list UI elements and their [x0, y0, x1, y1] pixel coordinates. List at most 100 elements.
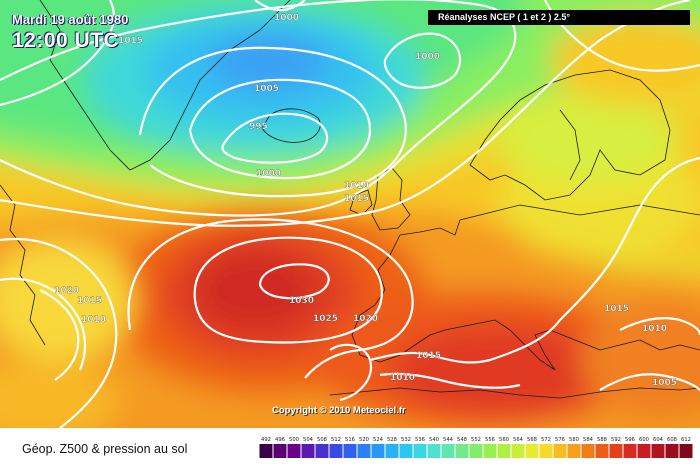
scale-swatch — [385, 444, 399, 458]
scale-swatch — [511, 444, 525, 458]
scale-swatch — [483, 444, 497, 458]
scale-tick-label: 548 — [457, 437, 467, 443]
isobar-label: 1020 — [54, 286, 79, 296]
color-scale: 492 496 500 504 508 512 516 520 524 528 532 536 540 5… — [259, 437, 693, 458]
scale-swatch — [357, 444, 371, 458]
scale-tick-label: 572 — [541, 437, 551, 443]
isobar-1015-topleft — [0, 0, 115, 107]
scale-swatch — [469, 444, 483, 458]
legend-title: Géop. Z500 & pression au sol — [22, 442, 188, 456]
isobar-1020-west — [0, 277, 87, 371]
iceland-coast — [261, 108, 321, 143]
isobar-1010-med — [379, 372, 521, 389]
scale-swatch — [651, 444, 665, 458]
scale-swatch — [525, 444, 539, 458]
isobar-1020 — [127, 218, 414, 379]
scandinavia-coast — [469, 69, 671, 201]
scale-tick-label: 608 — [667, 437, 677, 443]
scale-tick-label: 496 — [275, 437, 285, 443]
scale-tick-label: 588 — [597, 437, 607, 443]
isobar-label: 995 — [249, 122, 268, 132]
scale-swatch — [329, 444, 343, 458]
isobar-label: 1015 — [118, 36, 143, 46]
north-africa-coast — [329, 387, 700, 399]
scale-swatch — [287, 444, 301, 458]
scale-tick-label: 492 — [261, 437, 271, 443]
isobar-label: 1015 — [344, 194, 369, 204]
scale-swatch — [315, 444, 329, 458]
scale-tick-label: 544 — [443, 437, 454, 443]
iberia-coast — [351, 234, 446, 363]
map-date: Mardi 19 août 1980 — [12, 12, 129, 27]
isobar-1010-north — [0, 0, 517, 217]
isobar-1015-east — [559, 156, 700, 321]
scale-swatch — [539, 444, 553, 458]
copyright-notice: Copyright © 2010 Meteociel.fr — [272, 405, 406, 416]
geopotential-field — [0, 0, 700, 428]
scale-tick-label: 524 — [373, 437, 384, 443]
isobar-1005 — [138, 46, 407, 198]
isobar-label: 1005 — [254, 84, 279, 94]
isobar-lines — [0, 0, 700, 428]
scale-tick-label: 568 — [527, 437, 537, 443]
scale-tick-label: 532 — [401, 437, 411, 443]
scale-tick-label: 576 — [555, 437, 565, 443]
scale-tick-label: 500 — [289, 437, 299, 443]
isobar-label: 1010 — [81, 315, 106, 325]
isobar-1000-right — [383, 32, 462, 89]
isobar-1030 — [258, 263, 330, 300]
scale-swatch — [441, 444, 455, 458]
scale-tick-label: 504 — [303, 437, 314, 443]
scale-tick-label: 600 — [639, 437, 649, 443]
scale-swatch — [399, 444, 413, 458]
scale-tick-label: 528 — [387, 437, 397, 443]
isobar-label: 1010 — [344, 181, 369, 191]
scale-swatch — [581, 444, 595, 458]
europe-north-coast — [399, 204, 700, 236]
isobar-label: 1010 — [390, 373, 415, 383]
scale-tick-label: 592 — [611, 437, 621, 443]
legend-bar: Géop. Z500 & pression au sol 492 496 500 50… — [0, 428, 700, 467]
isobar-1010-east — [619, 316, 700, 336]
ireland-coast — [349, 189, 373, 216]
scale-tick-label: 552 — [471, 437, 481, 443]
scale-swatch — [343, 444, 357, 458]
isobar-label: 1010 — [642, 324, 667, 334]
scale-tick-label: 508 — [317, 437, 327, 443]
scale-tick-label: 540 — [429, 437, 439, 443]
baltic-coast — [559, 109, 581, 181]
scale-swatch — [413, 444, 427, 458]
source-label: Réanalyses NCEP ( 1 et 2 ) 2.5° — [428, 10, 690, 25]
isobar-label: 1000 — [274, 13, 299, 23]
isobar-label: 1015 — [416, 351, 441, 361]
scale-tick-label: 560 — [499, 437, 509, 443]
isobar-label: 1020 — [353, 314, 378, 324]
scale-swatch — [497, 444, 511, 458]
scale-swatch — [427, 444, 441, 458]
map-time: 12:00 UTC — [12, 29, 120, 52]
isobar-label: 1000 — [256, 169, 281, 179]
isobar-1015-med — [369, 319, 561, 364]
isobar-1010-west — [39, 289, 80, 381]
isobar-1015-north — [0, 0, 691, 227]
scale-swatch — [455, 444, 469, 458]
isobar-1000-top — [254, 0, 306, 12]
coastlines — [0, 0, 700, 399]
scale-tick-label: 520 — [359, 437, 369, 443]
mediterranean-north-coast — [444, 319, 700, 371]
scale-swatch — [273, 444, 287, 458]
scale-swatch — [301, 444, 315, 458]
scale-tick-label: 536 — [415, 437, 425, 443]
isobar-995 — [221, 112, 329, 164]
weather-map: 1000 1015 1005 995 1000 1000 1010 1015 1… — [0, 0, 700, 428]
isobar-label: 1005 — [652, 378, 677, 388]
isobar-label: 1030 — [289, 296, 314, 306]
scale-swatch — [371, 444, 385, 458]
isobar-1005-east — [599, 373, 700, 391]
isobar-label: 1025 — [313, 314, 338, 324]
scale-swatch — [637, 444, 651, 458]
scale-tick-label: 580 — [569, 437, 579, 443]
scale-tick-label: 604 — [653, 437, 664, 443]
scale-tick-label: 512 — [331, 437, 341, 443]
scale-swatch — [553, 444, 567, 458]
